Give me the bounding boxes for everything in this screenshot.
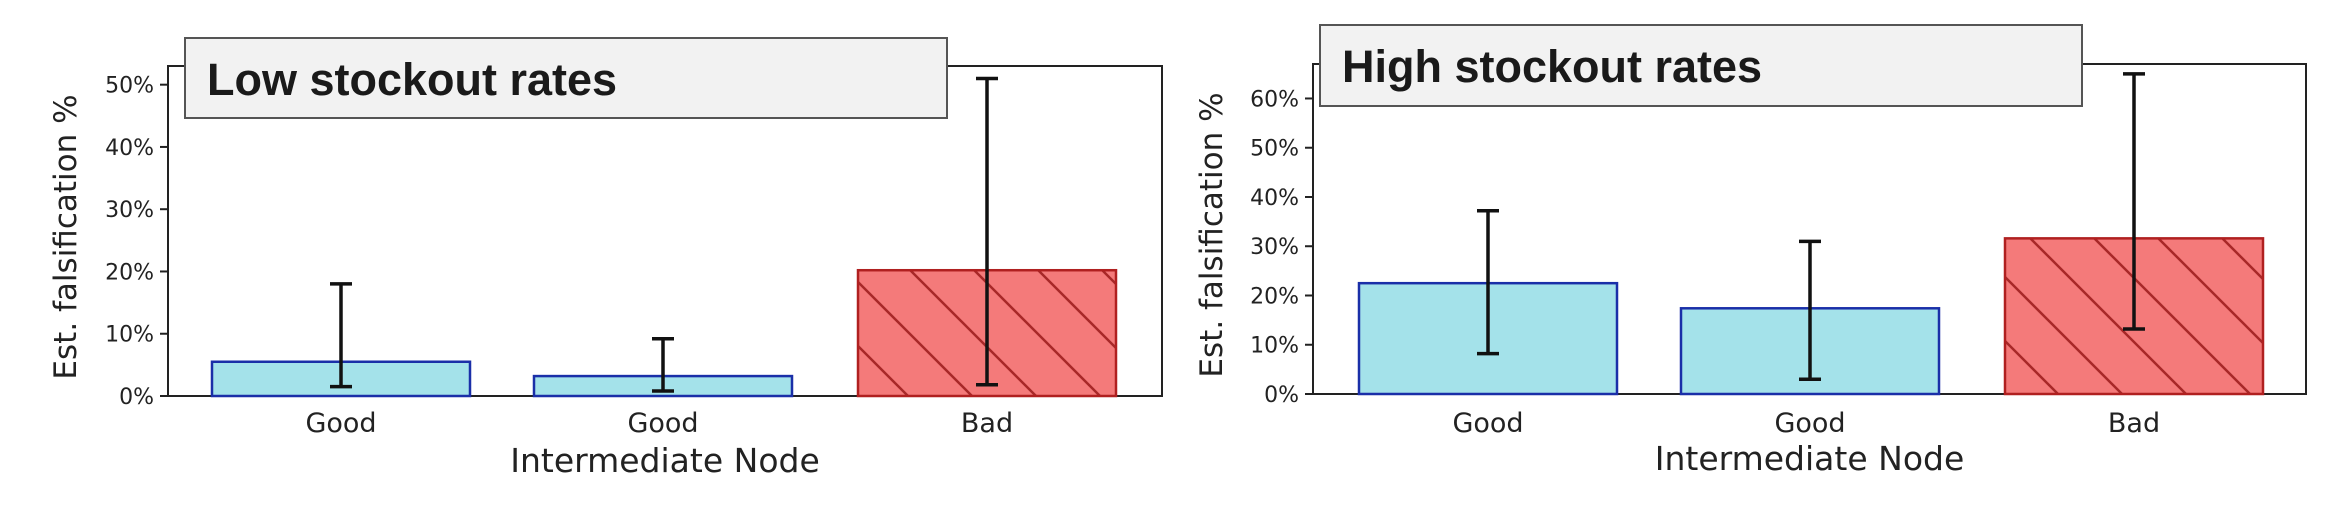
x-axis-label: Intermediate Node	[510, 441, 820, 480]
chart-title: Low stockout rates	[207, 54, 617, 105]
x-tick-labels: Good Good Bad	[305, 408, 1013, 439]
x-tick-labels: Good Good Bad	[1452, 408, 2160, 439]
chart-panel-high-stockout: 0% 10% 20% 30% 40% 50% 60% Good Good Bad Interme…	[1194, 24, 2307, 478]
y-tick-label: 20%	[1250, 284, 1299, 309]
chart-title-box	[1319, 24, 2083, 107]
bars	[1357, 72, 2265, 396]
chart-panel-low-stockout: 0% 10% 20% 30% 40% 50% Good Good Bad Intermedia…	[48, 37, 1163, 480]
y-tick-label: 50%	[105, 74, 154, 99]
x-tick-label: Good	[1452, 408, 1523, 439]
error-bar	[976, 76, 998, 387]
x-tick-label: Good	[627, 408, 698, 439]
y-axis-label: Est. falsification %	[1194, 92, 1230, 377]
y-tick-label: 50%	[1250, 137, 1299, 162]
x-tick-label: Good	[305, 408, 376, 439]
x-tick-label: Bad	[961, 408, 1013, 439]
error-bar	[1477, 209, 1499, 356]
y-axis: 0% 10% 20% 30% 40% 50% 60%	[1250, 87, 1313, 408]
chart-title: High stockout rates	[1342, 41, 1762, 92]
y-tick-label: 40%	[1250, 186, 1299, 211]
y-tick-label: 10%	[105, 323, 154, 348]
y-tick-label: 20%	[105, 260, 154, 285]
x-axis-label: Intermediate Node	[1655, 439, 1965, 478]
chart-title-box	[184, 37, 948, 119]
bars	[210, 76, 1118, 398]
y-tick-label: 60%	[1250, 87, 1299, 112]
error-bar	[652, 336, 674, 393]
y-tick-label: 10%	[1250, 334, 1299, 359]
y-tick-label: 30%	[105, 198, 154, 223]
y-axis-label: Est. falsification %	[48, 94, 84, 379]
x-tick-label: Bad	[2108, 408, 2160, 439]
y-tick-label: 0%	[119, 385, 154, 410]
error-bar	[1799, 239, 1821, 381]
error-bar	[330, 282, 352, 389]
y-tick-label: 40%	[105, 136, 154, 161]
y-tick-label: 30%	[1250, 235, 1299, 260]
y-tick-label: 0%	[1264, 383, 1299, 408]
error-bar	[2123, 72, 2145, 331]
x-tick-label: Good	[1774, 408, 1845, 439]
y-axis: 0% 10% 20% 30% 40% 50%	[105, 74, 168, 410]
